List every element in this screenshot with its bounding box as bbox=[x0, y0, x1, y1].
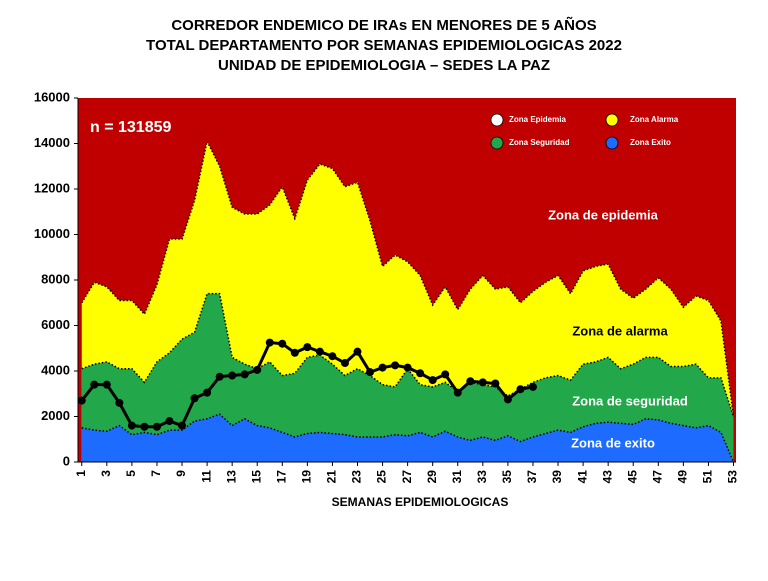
case-point bbox=[453, 388, 462, 397]
case-point bbox=[278, 339, 287, 348]
x-tick-label: 37 bbox=[525, 470, 539, 484]
x-tick-label: 49 bbox=[676, 470, 690, 484]
case-point bbox=[265, 338, 274, 347]
x-tick-label: 25 bbox=[375, 470, 389, 484]
x-tick-label: 1 bbox=[74, 470, 88, 477]
x-tick-label: 13 bbox=[224, 470, 238, 484]
case-point bbox=[140, 422, 149, 431]
case-point bbox=[240, 370, 249, 379]
annotation: Zona de alarma bbox=[572, 323, 668, 338]
case-point bbox=[102, 380, 111, 389]
x-tick-label: 33 bbox=[475, 470, 489, 484]
y-tick-label: 6000 bbox=[41, 317, 70, 332]
case-point bbox=[353, 347, 362, 356]
x-tick-label: 53 bbox=[726, 470, 740, 484]
case-point bbox=[391, 361, 400, 370]
x-tick-label: 5 bbox=[124, 470, 138, 477]
legend-marker bbox=[490, 113, 504, 127]
case-point bbox=[115, 398, 124, 407]
chart-title: UNIDAD DE EPIDEMIOLOGIA – SEDES LA PAZ bbox=[218, 57, 550, 74]
x-tick-label: 17 bbox=[274, 470, 288, 484]
x-tick-label: 43 bbox=[600, 470, 614, 484]
x-tick-label: 15 bbox=[249, 470, 263, 484]
boundary-line bbox=[81, 413, 735, 463]
legend-marker bbox=[490, 136, 504, 150]
case-point bbox=[528, 382, 537, 391]
x-tick-label: 11 bbox=[199, 470, 213, 483]
case-point bbox=[253, 365, 262, 374]
case-point bbox=[416, 369, 425, 378]
x-tick-label: 29 bbox=[425, 470, 439, 484]
case-point bbox=[303, 343, 312, 352]
x-tick-label: 45 bbox=[625, 470, 639, 484]
case-point bbox=[228, 371, 237, 380]
legend-marker bbox=[605, 136, 619, 150]
case-point bbox=[516, 385, 525, 394]
x-tick-label: 35 bbox=[500, 470, 514, 484]
case-point bbox=[491, 379, 500, 388]
legend-label: Zona Alarma bbox=[630, 115, 679, 124]
x-tick-label: 51 bbox=[701, 470, 715, 484]
case-point bbox=[90, 380, 99, 389]
case-point bbox=[441, 370, 450, 379]
y-tick-label: 0 bbox=[63, 453, 70, 468]
y-tick-label: 14000 bbox=[34, 135, 70, 150]
y-tick-label: 16000 bbox=[34, 89, 70, 104]
case-point bbox=[165, 417, 174, 426]
case-point bbox=[378, 363, 387, 372]
legend-marker bbox=[605, 113, 619, 127]
annotation: Zona de seguridad bbox=[572, 393, 688, 408]
annotation: n = 131859 bbox=[90, 119, 172, 136]
case-point bbox=[403, 363, 412, 372]
case-point bbox=[77, 396, 86, 405]
x-tick-label: 21 bbox=[325, 470, 339, 484]
case-point bbox=[340, 359, 349, 368]
chart-title: TOTAL DEPARTAMENTO POR SEMANAS EPIDEMIOL… bbox=[146, 37, 622, 54]
case-point bbox=[127, 421, 136, 430]
y-tick-label: 4000 bbox=[41, 362, 70, 377]
x-tick-label: 41 bbox=[575, 470, 589, 484]
case-point bbox=[215, 372, 224, 381]
x-tick-label: 47 bbox=[650, 470, 664, 484]
case-point bbox=[428, 376, 437, 385]
x-tick-label: 19 bbox=[300, 470, 314, 484]
y-tick-label: 10000 bbox=[34, 226, 70, 241]
case-point bbox=[466, 377, 475, 386]
annotation: Zona de exito bbox=[571, 435, 655, 450]
y-tick-label: 12000 bbox=[34, 180, 70, 195]
x-tick-label: 27 bbox=[400, 470, 414, 484]
case-point bbox=[503, 395, 512, 404]
y-tick-label: 8000 bbox=[41, 271, 70, 286]
case-point bbox=[478, 378, 487, 387]
case-point bbox=[152, 422, 161, 431]
case-point bbox=[178, 421, 187, 430]
chart-title: CORREDOR ENDEMICO DE IRAs EN MENORES DE … bbox=[171, 16, 596, 34]
legend-label: Zona Epidemia bbox=[509, 115, 566, 124]
legend-label: Zona Exito bbox=[630, 138, 671, 147]
x-tick-label: 9 bbox=[174, 470, 188, 477]
x-tick-label: 31 bbox=[450, 470, 464, 484]
case-point bbox=[190, 394, 199, 403]
x-axis-label: SEMANAS EPIDEMIOLOGICAS bbox=[332, 495, 509, 509]
x-tick-label: 39 bbox=[550, 470, 564, 484]
case-point bbox=[203, 388, 212, 397]
case-point bbox=[315, 347, 324, 356]
case-point bbox=[328, 352, 337, 361]
x-tick-label: 7 bbox=[149, 470, 163, 477]
case-point bbox=[290, 348, 299, 357]
x-tick-label: 23 bbox=[350, 470, 364, 484]
case-point bbox=[366, 368, 375, 377]
annotation: Zona de epidemia bbox=[548, 207, 659, 222]
legend-label: Zona Seguridad bbox=[509, 138, 570, 147]
area bbox=[81, 414, 734, 462]
x-tick-label: 3 bbox=[99, 470, 113, 477]
y-tick-label: 2000 bbox=[41, 408, 70, 423]
